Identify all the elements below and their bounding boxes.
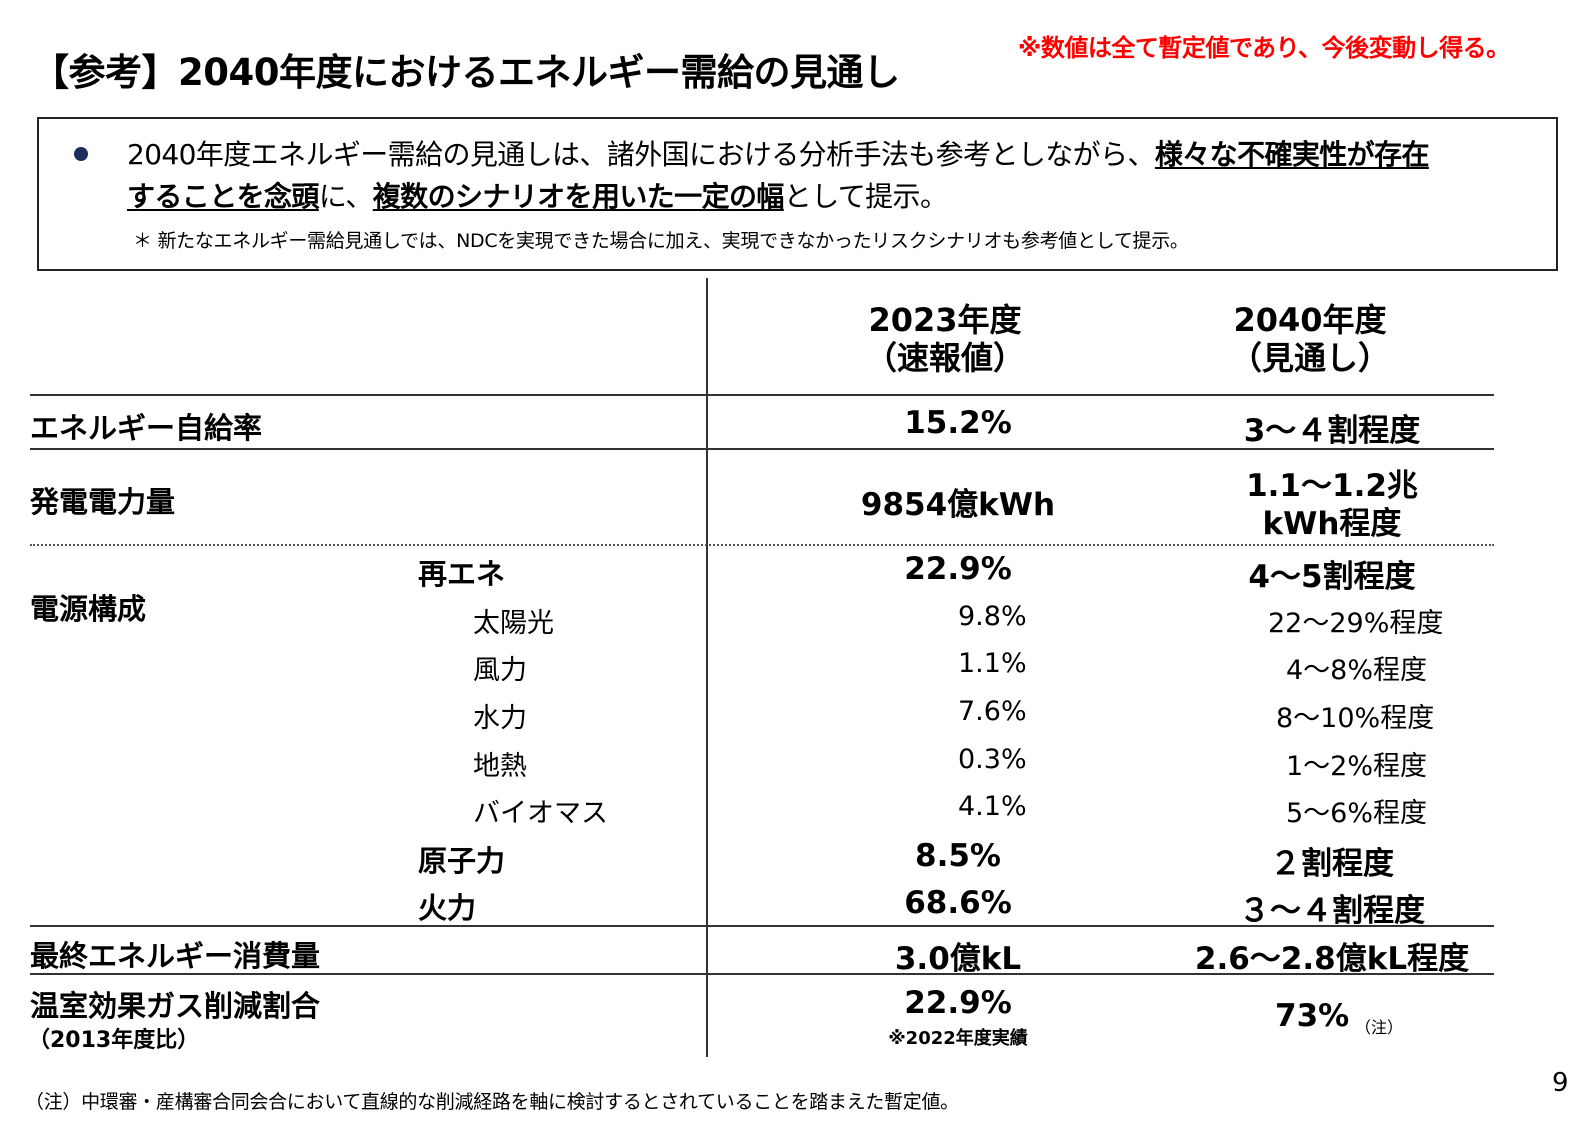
item-wind: 風力: [473, 655, 527, 686]
self-sufficiency-2023: 15.2%: [904, 405, 1012, 441]
row-label-final-consumption: 最終エネルギー消費量: [30, 939, 321, 973]
row-sublabel-ghg: （2013年度比）: [28, 1028, 200, 1053]
ghg-2040: 73%: [1275, 998, 1350, 1034]
row-label-generation: 発電電力量: [30, 485, 176, 519]
self-sufficiency-2040: 3～４割程度: [1243, 413, 1421, 449]
final-consumption-2040: 2.6～2.8億kL程度: [1194, 941, 1470, 977]
provisional-note: ※数値は全て暫定値であり、今後変動し得る。: [1018, 34, 1510, 62]
row-label-power-mix: 電源構成: [30, 592, 147, 626]
summary-box: [37, 117, 1558, 271]
page-title: 【参考】2040年度におけるエネルギー需給の見通し: [32, 51, 900, 94]
summary-star-note: ＊ 新たなエネルギー需給見通しでは、NDCを実現できた場合に加え、実現できなかっ…: [133, 230, 1189, 252]
footnote: （注）中環審・産構審合同会合において直線的な削減経路を軸に検討するとされているこ…: [25, 1091, 959, 1113]
geothermal-2040: 1～2%程度: [1286, 751, 1428, 782]
wind-2040: 4～8%程度: [1286, 655, 1428, 686]
summary-line-1: 2040年度エネルギー需給の見通しは、諸外国における分析手法も参考としながら、様…: [127, 133, 1429, 173]
column-header-2023-sub: （速報値）: [864, 339, 1025, 377]
solar-2023: 9.8%: [958, 601, 1027, 632]
generation-2040-line1: 1.1～1.2兆: [1246, 468, 1418, 504]
item-solar: 太陽光: [473, 608, 554, 639]
table-column-divider: [706, 278, 708, 1057]
sublabel-renewable: 再エネ: [418, 557, 506, 591]
wind-2023: 1.1%: [958, 648, 1027, 679]
item-hydro: 水力: [473, 703, 527, 734]
summary-text-1: 2040年度エネルギー需給の見通しは、諸外国における分析手法も参考としながら、: [127, 138, 1155, 171]
renewable-2023: 22.9%: [904, 551, 1012, 587]
summary-text-3: として提示。: [783, 180, 948, 213]
hydro-2040: 8～10%程度: [1276, 703, 1435, 734]
column-header-2040-year: 2040年度: [1233, 301, 1387, 339]
summary-emphasis-1: 様々な不確実性が存在: [1154, 138, 1430, 171]
row-label-ghg: 温室効果ガス削減割合: [30, 989, 321, 1023]
generation-2023: 9854億kWh: [860, 487, 1056, 523]
column-header-2023-year: 2023年度: [868, 301, 1022, 339]
generation-2040-line2: kWh程度: [1262, 506, 1402, 542]
sublabel-thermal: 火力: [418, 891, 477, 925]
item-geothermal: 地熱: [473, 751, 527, 782]
row-label-self-sufficiency: エネルギー自給率: [30, 411, 263, 445]
sublabel-nuclear: 原子力: [418, 844, 506, 878]
column-header-2023: 2023年度 （速報値）: [785, 301, 1105, 377]
solar-2040: 22～29%程度: [1268, 608, 1444, 639]
table-rule: [30, 448, 1494, 450]
ghg-2040-note: （注）: [1355, 1018, 1404, 1037]
nuclear-2040: ２割程度: [1270, 846, 1394, 882]
biomass-2040: 5～6%程度: [1286, 798, 1428, 829]
summary-emphasis-3: 複数のシナリオを用いた一定の幅: [372, 180, 785, 213]
hydro-2023: 7.6%: [958, 696, 1027, 727]
thermal-2023: 68.6%: [904, 885, 1012, 921]
table-rule: [30, 394, 1494, 396]
geothermal-2023: 0.3%: [958, 744, 1027, 775]
column-header-2040-sub: （見通し）: [1229, 339, 1390, 377]
renewable-2040: 4～5割程度: [1248, 559, 1416, 595]
summary-line-2: することを念頭に、複数のシナリオを用いた一定の幅として提示。: [127, 175, 948, 215]
page-number: 9: [1552, 1068, 1569, 1098]
bullet-icon: [74, 147, 88, 161]
column-header-2040: 2040年度 （見通し）: [1150, 301, 1470, 377]
ghg-2023-note: ※2022年度実績: [888, 1028, 1028, 1049]
ghg-2023: 22.9%: [904, 985, 1012, 1021]
table-dotted-rule: [30, 544, 1494, 546]
item-biomass: バイオマス: [473, 798, 608, 829]
thermal-2040: ３～４割程度: [1239, 893, 1425, 929]
biomass-2023: 4.1%: [958, 791, 1027, 822]
nuclear-2023: 8.5%: [915, 838, 1001, 874]
summary-text-2: に、: [318, 180, 374, 213]
summary-emphasis-2: することを念頭: [127, 180, 319, 213]
table-rule: [30, 925, 1494, 927]
final-consumption-2023: 3.0億kL: [894, 941, 1022, 977]
table-rule: [30, 973, 1494, 975]
